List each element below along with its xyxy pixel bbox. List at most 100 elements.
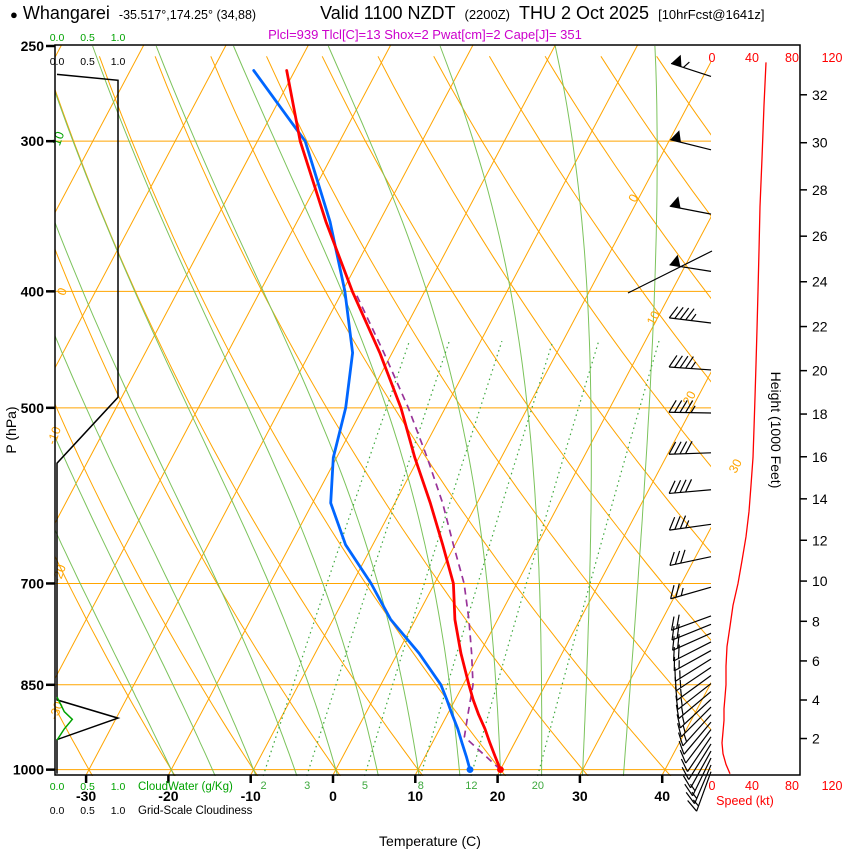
svg-text:0.5: 0.5 <box>80 805 95 817</box>
wind-barb <box>670 130 712 151</box>
svg-text:0: 0 <box>54 286 70 297</box>
svg-text:24: 24 <box>812 274 828 290</box>
height-axis-label: Height (1000 Feet) <box>768 372 784 489</box>
svg-text:-20: -20 <box>158 788 178 804</box>
svg-text:32: 32 <box>812 87 828 103</box>
svg-text:12: 12 <box>812 532 828 548</box>
region-cut-line <box>627 250 713 294</box>
wind-barb <box>669 254 712 272</box>
parcel-path <box>354 290 501 771</box>
wind-barb <box>668 515 712 531</box>
svg-text:0: 0 <box>626 192 642 205</box>
svg-text:300: 300 <box>21 133 45 149</box>
wind-barbs <box>668 54 712 812</box>
wind-barb <box>670 54 712 77</box>
svg-text:18: 18 <box>812 406 828 422</box>
wind-barb <box>668 399 712 414</box>
svg-text:22: 22 <box>812 319 828 335</box>
svg-text:6: 6 <box>812 653 820 669</box>
wind-barb <box>679 729 712 764</box>
forecast-info: [10hrFcst@1641z] <box>658 7 765 22</box>
svg-text:80: 80 <box>785 779 799 793</box>
svg-text:0.0: 0.0 <box>50 781 65 793</box>
svg-text:1000: 1000 <box>13 762 44 778</box>
svg-text:4: 4 <box>812 692 820 708</box>
wind-barb <box>677 714 712 747</box>
svg-text:500: 500 <box>21 400 45 416</box>
temperature-surface-dot <box>497 766 504 774</box>
svg-text:8: 8 <box>418 780 424 792</box>
svg-text:0.5: 0.5 <box>80 56 95 68</box>
svg-text:-10: -10 <box>241 788 261 804</box>
svg-text:40: 40 <box>745 51 759 65</box>
svg-text:40: 40 <box>745 779 759 793</box>
wind-barb <box>670 614 712 631</box>
wind-barb <box>678 721 712 755</box>
svg-text:0: 0 <box>709 779 716 793</box>
wind-barb <box>674 658 712 682</box>
svg-text:3: 3 <box>304 780 310 792</box>
svg-text:16: 16 <box>812 449 828 465</box>
wind-barb <box>682 750 712 789</box>
svg-text:40: 40 <box>654 788 670 804</box>
valid-utc: (2200Z) <box>464 7 511 22</box>
svg-text:20: 20 <box>532 780 544 792</box>
dewpoint-surface-dot <box>466 766 474 774</box>
svg-text:1.0: 1.0 <box>111 805 126 817</box>
skewt-grid <box>55 45 711 776</box>
svg-text:0.0: 0.0 <box>50 32 65 44</box>
wind-barb <box>673 650 712 672</box>
svg-text:2: 2 <box>812 731 820 747</box>
svg-text:14: 14 <box>812 491 828 507</box>
temp-axis-label: Temperature (C) <box>379 833 481 849</box>
svg-text:0: 0 <box>329 788 337 804</box>
svg-text:5: 5 <box>362 780 368 792</box>
svg-text:80: 80 <box>785 51 799 65</box>
wind-speed-curve <box>721 62 767 775</box>
wind-barb <box>687 771 712 812</box>
svg-text:0: 0 <box>709 51 716 65</box>
svg-text:10: 10 <box>49 130 67 148</box>
wind-barb <box>672 641 712 662</box>
indices-line: Plcl=939 Tlcl[C]=13 Shox=2 Pwat[cm]=2 Ca… <box>268 27 582 42</box>
svg-text:-30: -30 <box>76 788 96 804</box>
wind-barb <box>684 757 712 797</box>
svg-text:0.5: 0.5 <box>80 781 95 793</box>
svg-text:20: 20 <box>490 788 506 804</box>
wind-barb <box>675 691 712 719</box>
grid-scale-cloudiness-profile <box>56 73 121 774</box>
cloud-profiles <box>56 73 121 774</box>
svg-text:2: 2 <box>260 780 266 792</box>
station-bullet: ● <box>10 7 18 22</box>
svg-text:1.0: 1.0 <box>111 781 126 793</box>
svg-text:250: 250 <box>21 38 45 54</box>
wind-barb <box>672 632 712 651</box>
svg-text:120: 120 <box>822 779 843 793</box>
svg-text:1.0: 1.0 <box>111 56 126 68</box>
wind-barb <box>668 306 712 324</box>
cloudwater-label: CloudWater (g/Kg) <box>138 781 233 793</box>
svg-text:850: 850 <box>21 677 45 693</box>
svg-text:400: 400 <box>21 283 45 299</box>
svg-text:-20: -20 <box>50 563 69 585</box>
wind-barb <box>676 698 712 729</box>
svg-text:10: 10 <box>408 788 424 804</box>
valid-date: THU 2 Oct 2025 <box>519 3 650 23</box>
pressure-axis-label: P (hPa) <box>3 406 19 453</box>
temperature-curve <box>285 69 502 771</box>
cloudiness-label: Grid-Scale Cloudiness <box>138 805 253 817</box>
header: ● Whangarei -35.517°,174.25° (34,88) Val… <box>10 3 765 24</box>
sounding-profiles <box>252 69 504 774</box>
wind-barb <box>669 196 712 215</box>
wind-barb <box>668 479 712 495</box>
svg-text:20: 20 <box>812 363 828 379</box>
svg-text:120: 120 <box>822 51 843 65</box>
valid-time: Valid 1100 NZDT <box>320 3 456 23</box>
dewpoint-curve <box>252 69 472 771</box>
svg-text:30: 30 <box>812 135 828 151</box>
svg-text:0.5: 0.5 <box>80 32 95 44</box>
